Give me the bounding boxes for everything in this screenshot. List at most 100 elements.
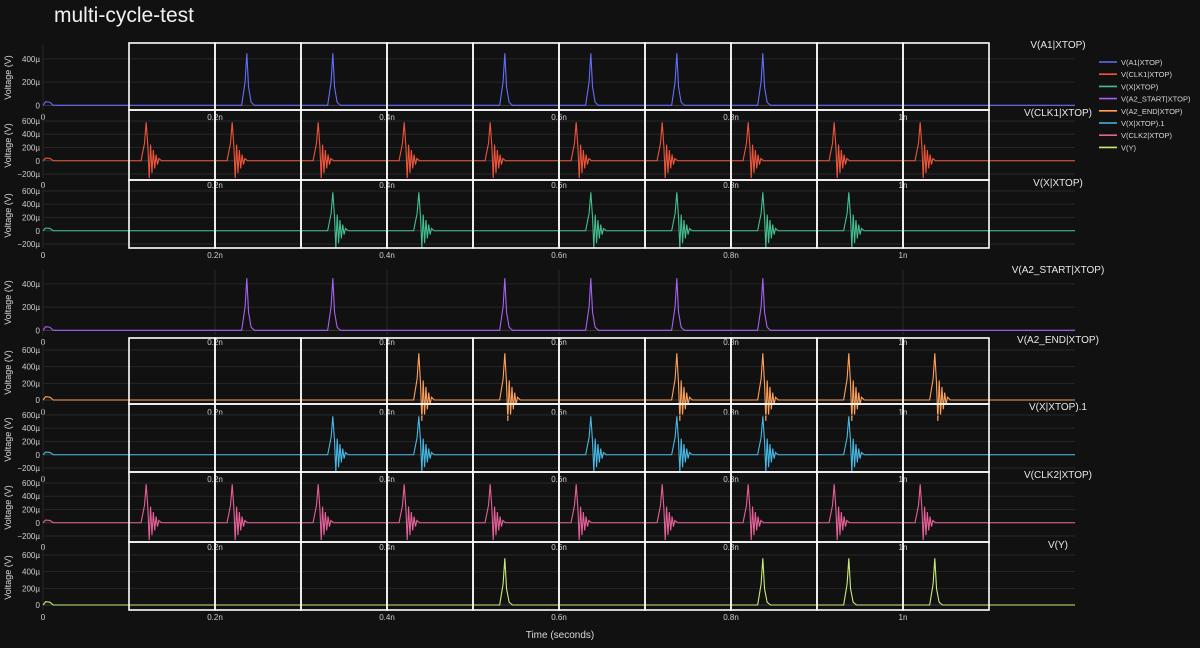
overlay-box [128, 42, 216, 111]
overlay-box [902, 541, 990, 611]
overlay-box [386, 403, 474, 473]
x-tick-label: 1n [899, 613, 908, 622]
x-tick-label: 0.4n [379, 251, 395, 260]
y-tick-label: 0 [36, 451, 41, 460]
legend-item: V(A2_START|XTOP) [1121, 95, 1191, 104]
subplot-title: V(X|XTOP) [1033, 178, 1083, 189]
overlay-box [128, 541, 216, 611]
subplot-title: V(A2_START|XTOP) [1012, 265, 1105, 276]
x-tick-label: 0.2n [207, 251, 223, 260]
x-tick-label: 0.2n [207, 613, 223, 622]
overlay-box [644, 179, 732, 249]
y-axis-title: Voltage (V) [3, 193, 13, 238]
overlay-box [300, 337, 388, 405]
overlay-box [558, 403, 646, 473]
subplot-title: V(Y) [1048, 540, 1068, 551]
series-line [42, 416, 1075, 473]
overlay-box-group-2 [128, 337, 990, 611]
x-axis-title: Time (seconds) [526, 630, 595, 641]
x-tick-label: 0.6n [551, 613, 567, 622]
subplot-7: −200µ0200µ400µ600µ00.2n0.4n0.6n0.8n1nVol… [3, 470, 1092, 552]
overlay-box [300, 541, 388, 611]
overlay-box [472, 42, 560, 111]
overlay-box [902, 179, 990, 249]
overlay-box [558, 179, 646, 249]
legend-item: V(CLK2|XTOP) [1121, 131, 1172, 140]
overlay-box [644, 541, 732, 611]
overlay-box [214, 337, 302, 405]
y-tick-label: 600µ [22, 187, 40, 196]
overlay-box [902, 403, 990, 473]
overlay-box [214, 42, 302, 111]
y-tick-label: 200µ [22, 379, 40, 388]
subplot-title: V(X|XTOP).1 [1029, 402, 1087, 413]
overlay-box [386, 42, 474, 111]
y-tick-label: 400µ [22, 280, 40, 289]
y-tick-label: 0 [36, 101, 41, 110]
series-line [42, 558, 1075, 606]
y-tick-label: 600µ [22, 479, 40, 488]
subplot-title: V(CLK2|XTOP) [1024, 470, 1092, 481]
subplot-2: −200µ0200µ400µ600µ00.2n0.4n0.6n0.8n1nVol… [3, 108, 1092, 190]
y-tick-label: 0 [36, 601, 41, 610]
series-line [42, 122, 1075, 179]
overlay-box [128, 179, 216, 249]
y-tick-label: 200µ [22, 213, 40, 222]
subplot-title: V(A1|XTOP) [1030, 40, 1085, 51]
y-tick-label: 600µ [22, 411, 40, 420]
y-tick-label: 0 [36, 396, 41, 405]
x-tick-label: 1n [899, 251, 908, 260]
overlay-box [816, 179, 904, 249]
overlay-box [472, 179, 560, 249]
overlay-box [644, 403, 732, 473]
y-axis-title: Voltage (V) [3, 417, 13, 462]
subplot-title: V(CLK1|XTOP) [1024, 108, 1092, 119]
legend-item: V(CLK1|XTOP) [1121, 70, 1172, 79]
subplot-5: 0200µ400µ600µ00.2n0.4n0.6n0.8n1nVoltage … [3, 335, 1099, 422]
y-tick-label: 600µ [22, 346, 40, 355]
series-line [42, 484, 1075, 541]
series-line [42, 192, 1075, 249]
overlay-box [386, 179, 474, 249]
series-line [42, 53, 1075, 106]
overlay-box [300, 42, 388, 111]
overlay-box [558, 337, 646, 405]
overlay-box [386, 541, 474, 611]
y-tick-label: 200µ [22, 437, 40, 446]
overlay-box [730, 403, 818, 473]
overlay-box [128, 403, 216, 473]
y-tick-label: 600µ [22, 551, 40, 560]
y-tick-label: 200µ [22, 505, 40, 514]
overlay-box [730, 541, 818, 611]
overlay-box [902, 42, 990, 111]
series-line [42, 278, 1075, 331]
y-tick-label: 200µ [22, 303, 40, 312]
subplot-title: V(A2_END|XTOP) [1017, 335, 1099, 346]
y-tick-label: 0 [36, 519, 41, 528]
overlay-box [214, 403, 302, 473]
x-tick-label: 0.8n [723, 251, 739, 260]
y-tick-label: 400µ [22, 424, 40, 433]
x-tick-label: 0 [41, 251, 46, 260]
y-axis-title: Voltage (V) [3, 485, 13, 530]
overlay-box [816, 403, 904, 473]
overlay-box [300, 179, 388, 249]
y-tick-label: −200µ [17, 170, 40, 179]
overlay-box [214, 179, 302, 249]
x-tick-label: 0.8n [723, 613, 739, 622]
y-tick-label: 400µ [22, 363, 40, 372]
legend-item: V(X|XTOP).1 [1121, 119, 1165, 128]
overlay-box [816, 42, 904, 111]
overlay-box [730, 337, 818, 405]
overlay-box [472, 541, 560, 611]
overlay-box [644, 337, 732, 405]
legend-item: V(X|XTOP) [1121, 82, 1159, 91]
y-tick-label: 400µ [22, 568, 40, 577]
legend-item: V(Y) [1121, 143, 1137, 152]
y-axis-title: Voltage (V) [3, 123, 13, 168]
legend-item: V(A2_END|XTOP) [1121, 107, 1183, 116]
overlay-box [386, 337, 474, 405]
x-tick-label: 0.6n [551, 251, 567, 260]
